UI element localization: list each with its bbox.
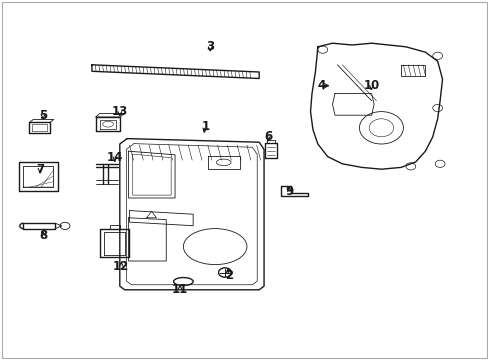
Text: 7: 7	[36, 163, 44, 176]
Text: 8: 8	[39, 229, 47, 242]
Text: 9: 9	[285, 185, 293, 198]
Text: 1: 1	[201, 120, 209, 132]
Text: 14: 14	[106, 151, 123, 164]
Text: 4: 4	[317, 79, 325, 92]
Text: 2: 2	[224, 269, 232, 282]
Text: 11: 11	[171, 283, 188, 296]
Text: 6: 6	[264, 130, 271, 143]
Text: 13: 13	[111, 105, 128, 118]
Text: 12: 12	[113, 260, 129, 273]
Text: 3: 3	[206, 40, 214, 53]
Text: 10: 10	[363, 79, 379, 92]
Text: 5: 5	[39, 109, 47, 122]
